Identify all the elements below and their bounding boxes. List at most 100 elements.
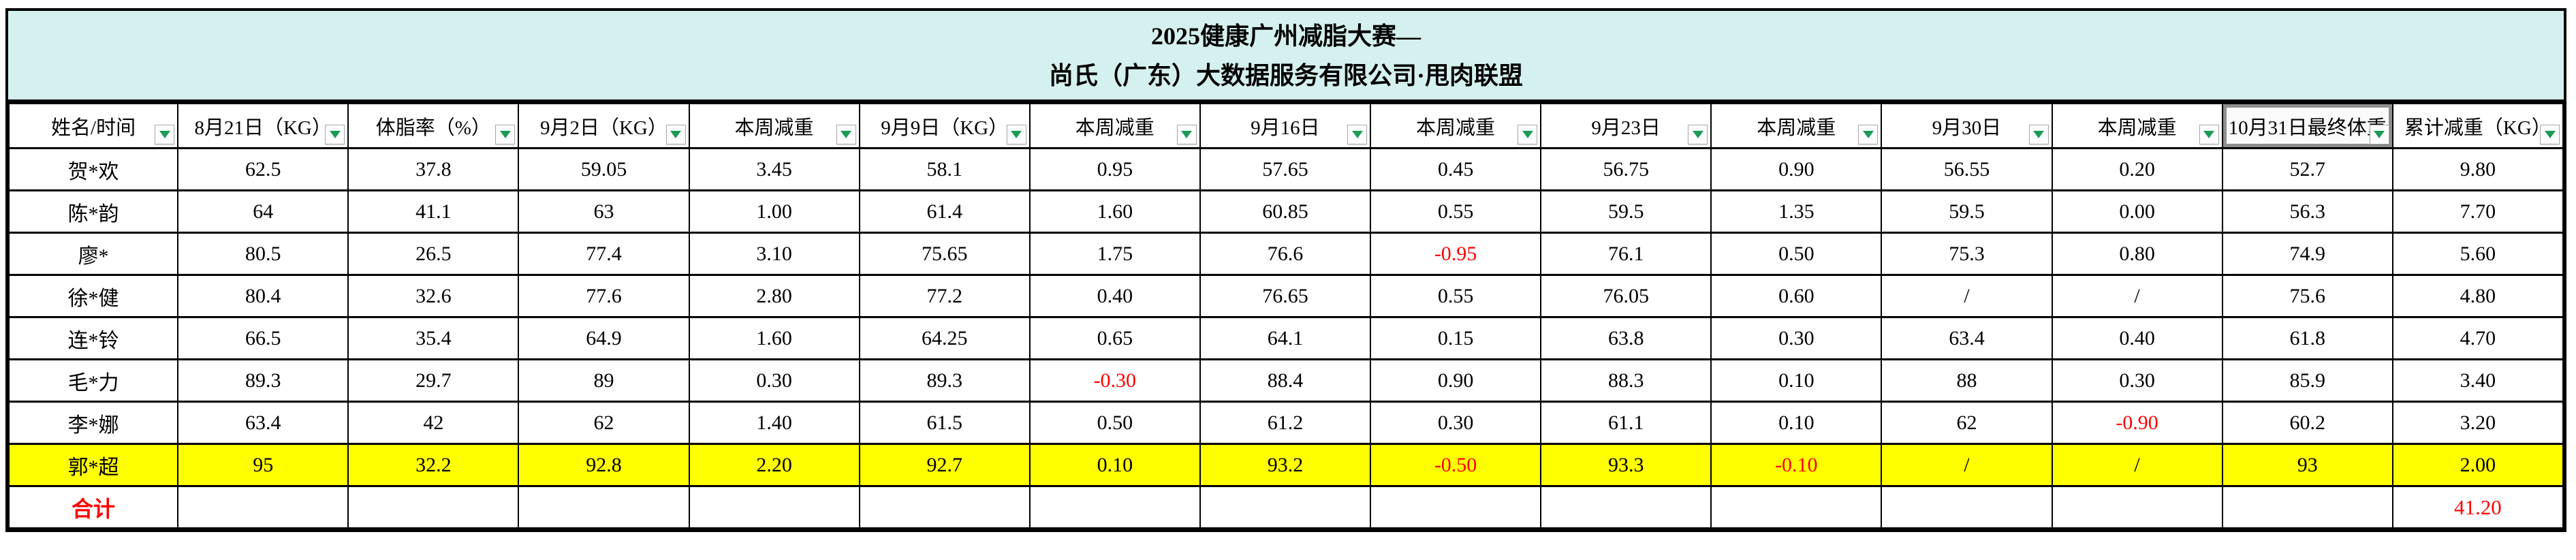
value-cell[interactable]: 7.70 — [2391, 189, 2564, 234]
empty-cell[interactable] — [2051, 485, 2223, 529]
value-cell[interactable]: 92.8 — [518, 443, 690, 487]
value-cell[interactable]: 41.1 — [347, 189, 520, 234]
value-cell[interactable]: 63.4 — [177, 401, 349, 445]
column-header-1[interactable]: 8月21日（KG） — [177, 102, 349, 149]
value-cell[interactable]: 75.6 — [2221, 274, 2393, 318]
value-cell[interactable]: 93.3 — [1540, 443, 1712, 487]
value-cell[interactable]: 89 — [518, 358, 690, 403]
name-cell[interactable]: 李*娜 — [7, 401, 179, 445]
value-cell[interactable]: 0.00 — [2051, 189, 2223, 234]
filter-button[interactable] — [836, 125, 856, 144]
value-cell[interactable]: 89.3 — [858, 358, 1031, 403]
value-cell[interactable]: 61.5 — [858, 401, 1031, 445]
value-cell[interactable]: 0.55 — [1369, 274, 1542, 318]
value-cell[interactable]: 3.20 — [2391, 401, 2564, 445]
filter-button[interactable] — [1688, 125, 1708, 144]
column-header-6[interactable]: 本周减重 — [1028, 102, 1201, 149]
empty-cell[interactable] — [2221, 485, 2393, 529]
value-cell[interactable]: 95 — [177, 443, 349, 487]
value-cell[interactable]: 89.3 — [177, 358, 349, 403]
column-header-2[interactable]: 体脂率（%） — [347, 102, 520, 149]
value-cell[interactable]: 0.90 — [1369, 358, 1542, 403]
value-cell[interactable]: 0.30 — [1369, 401, 1542, 445]
value-cell[interactable]: 76.1 — [1540, 232, 1712, 276]
name-cell[interactable]: 毛*力 — [7, 358, 179, 403]
value-cell[interactable]: 88 — [1881, 358, 2053, 403]
value-cell[interactable]: 3.40 — [2391, 358, 2564, 403]
column-header-7[interactable]: 9月16日 — [1199, 102, 1372, 149]
value-cell[interactable]: 59.5 — [1881, 189, 2053, 234]
value-cell[interactable]: 1.60 — [1028, 189, 1201, 234]
value-cell[interactable]: -0.95 — [1369, 232, 1542, 276]
filter-button[interactable] — [665, 125, 686, 144]
value-cell[interactable]: 0.45 — [1369, 147, 1542, 191]
value-cell[interactable]: 4.70 — [2391, 316, 2564, 360]
value-cell[interactable]: 76.05 — [1540, 274, 1712, 318]
empty-cell[interactable] — [1710, 485, 1883, 529]
column-header-8[interactable]: 本周减重 — [1369, 102, 1542, 149]
value-cell[interactable]: 1.60 — [688, 316, 860, 360]
value-cell[interactable]: 61.4 — [858, 189, 1031, 234]
value-cell[interactable]: 88.3 — [1540, 358, 1712, 403]
value-cell[interactable]: 4.80 — [2391, 274, 2564, 318]
value-cell[interactable]: / — [1881, 443, 2053, 487]
value-cell[interactable]: 80.5 — [177, 232, 349, 276]
value-cell[interactable]: 64.1 — [1199, 316, 1372, 360]
value-cell[interactable]: 92.7 — [858, 443, 1031, 487]
filter-button[interactable] — [325, 125, 345, 144]
value-cell[interactable]: 0.15 — [1369, 316, 1542, 360]
filter-button[interactable] — [2540, 125, 2560, 144]
column-header-14[interactable]: 累计减重（KG） — [2391, 102, 2564, 149]
value-cell[interactable]: 62 — [1881, 401, 2053, 445]
value-cell[interactable]: 0.80 — [2051, 232, 2223, 276]
value-cell[interactable]: 62 — [518, 401, 690, 445]
value-cell[interactable]: 1.40 — [688, 401, 860, 445]
value-cell[interactable]: 0.10 — [1028, 443, 1201, 487]
value-cell[interactable]: 3.10 — [688, 232, 860, 276]
empty-cell[interactable] — [1540, 485, 1712, 529]
filter-button[interactable] — [2028, 125, 2049, 144]
value-cell[interactable]: 32.6 — [347, 274, 520, 318]
value-cell[interactable]: 29.7 — [347, 358, 520, 403]
filter-button[interactable] — [1006, 125, 1026, 144]
value-cell[interactable]: 56.55 — [1881, 147, 2053, 191]
name-cell[interactable]: 徐*健 — [7, 274, 179, 318]
value-cell[interactable]: 64.25 — [858, 316, 1031, 360]
value-cell[interactable]: 1.00 — [688, 189, 860, 234]
value-cell[interactable]: 75.3 — [1881, 232, 2053, 276]
empty-cell[interactable] — [688, 485, 860, 529]
value-cell[interactable]: 64 — [177, 189, 349, 234]
value-cell[interactable]: 75.65 — [858, 232, 1031, 276]
value-cell[interactable]: 2.20 — [688, 443, 860, 487]
value-cell[interactable]: 0.55 — [1369, 189, 1542, 234]
column-header-9[interactable]: 9月23日 — [1540, 102, 1712, 149]
value-cell[interactable]: 5.60 — [2391, 232, 2564, 276]
filter-button[interactable] — [1176, 125, 1197, 144]
value-cell[interactable]: / — [2051, 443, 2223, 487]
value-cell[interactable]: 0.95 — [1028, 147, 1201, 191]
column-header-5[interactable]: 9月9日（KG） — [858, 102, 1031, 149]
value-cell[interactable]: 9.80 — [2391, 147, 2564, 191]
empty-cell[interactable] — [1881, 485, 2053, 529]
value-cell[interactable]: 0.40 — [1028, 274, 1201, 318]
filter-button[interactable] — [2199, 125, 2219, 144]
name-cell[interactable]: 郭*超 — [7, 443, 179, 487]
filter-button[interactable] — [1858, 125, 1879, 144]
value-cell[interactable]: 1.35 — [1710, 189, 1883, 234]
value-cell[interactable]: 76.65 — [1199, 274, 1372, 318]
column-header-4[interactable]: 本周减重 — [688, 102, 860, 149]
column-header-10[interactable]: 本周减重 — [1710, 102, 1883, 149]
value-cell[interactable]: 1.75 — [1028, 232, 1201, 276]
value-cell[interactable]: 59.5 — [1540, 189, 1712, 234]
value-cell[interactable]: 0.30 — [1710, 316, 1883, 360]
value-cell[interactable]: 61.8 — [2221, 316, 2393, 360]
total-value-cell[interactable]: 41.20 — [2391, 485, 2564, 529]
value-cell[interactable]: 0.30 — [688, 358, 860, 403]
column-header-12[interactable]: 本周减重 — [2051, 102, 2223, 149]
name-cell[interactable]: 连*铃 — [7, 316, 179, 360]
total-label-cell[interactable]: 合计 — [7, 485, 179, 529]
value-cell[interactable]: 80.4 — [177, 274, 349, 318]
value-cell[interactable]: 64.9 — [518, 316, 690, 360]
value-cell[interactable]: 93.2 — [1199, 443, 1372, 487]
filter-button[interactable] — [155, 125, 175, 144]
